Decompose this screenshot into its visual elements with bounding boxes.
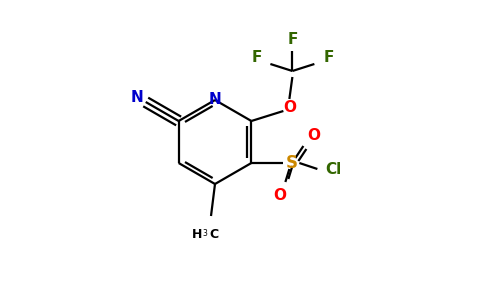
Text: O: O bbox=[307, 128, 320, 142]
Text: $_3$: $_3$ bbox=[202, 228, 208, 240]
Text: F: F bbox=[251, 50, 261, 64]
Text: N: N bbox=[131, 89, 143, 104]
Text: H: H bbox=[192, 227, 202, 241]
Text: F: F bbox=[323, 50, 333, 64]
Text: N: N bbox=[209, 92, 221, 107]
Text: O: O bbox=[283, 100, 296, 115]
Text: Cl: Cl bbox=[325, 161, 342, 176]
Text: F: F bbox=[287, 32, 298, 46]
Text: C: C bbox=[210, 227, 219, 241]
Text: S: S bbox=[286, 154, 297, 172]
Text: O: O bbox=[273, 188, 286, 202]
